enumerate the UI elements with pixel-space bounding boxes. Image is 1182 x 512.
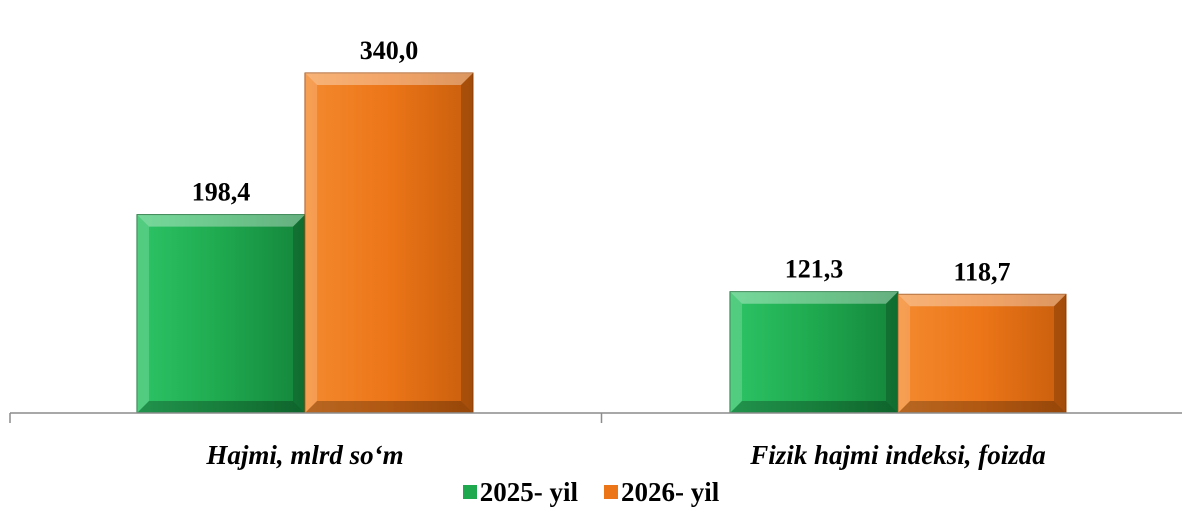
data-label-2025-hajmi: 198,4 bbox=[192, 178, 251, 207]
data-label-2026-indeks: 118,7 bbox=[953, 257, 1010, 286]
category-label-hajmi: Hajmi, mlrd so‘m bbox=[205, 440, 403, 470]
bar-2025-hajmi bbox=[136, 214, 306, 414]
data-label-2026-hajmi: 340,0 bbox=[360, 36, 419, 65]
legend-label-2025: 2025- yil bbox=[479, 477, 578, 507]
data-labels-layer: 198,4 340,0 121,3 118,7 bbox=[192, 36, 1011, 286]
legend-label-2026: 2026- yil bbox=[621, 477, 720, 507]
data-label-2025-indeks: 121,3 bbox=[785, 255, 844, 284]
category-label-indeks: Fizik hajmi indeksi, foizda bbox=[749, 440, 1046, 470]
legend-item-2025: 2025- yil bbox=[462, 477, 578, 507]
legend-swatch-2026 bbox=[604, 485, 618, 499]
legend-item-2026: 2026- yil bbox=[604, 477, 719, 507]
bar-2025-indeks bbox=[729, 291, 899, 414]
bar-2026-hajmi bbox=[304, 72, 474, 414]
legend: 2025- yil 2026- yil bbox=[0, 477, 1182, 507]
legend-swatch-2025 bbox=[462, 485, 477, 499]
bars-layer bbox=[136, 72, 1067, 414]
x-axis: Hajmi, mlrd so‘m Fizik hajmi indeksi, foi… bbox=[9, 412, 1182, 470]
bar-2026-indeks bbox=[897, 293, 1067, 414]
